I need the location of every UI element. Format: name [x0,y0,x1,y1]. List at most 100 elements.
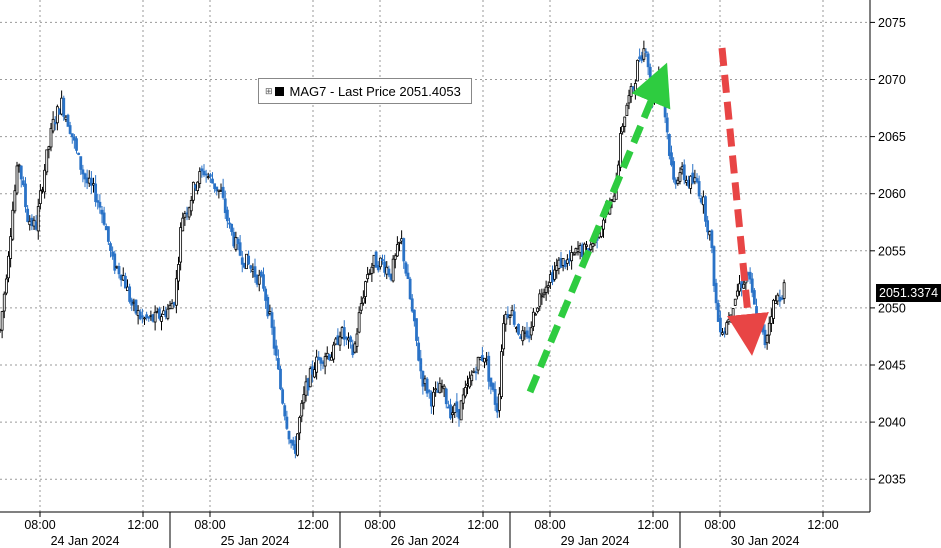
candle-body [374,251,378,268]
candle-body [72,136,76,141]
candle-body [123,275,127,289]
candle-body [2,293,6,312]
candle-body [130,299,134,306]
candle-body [285,416,289,429]
candle-body [106,226,110,242]
candle-body [81,169,85,175]
candle-body [519,336,523,339]
candle-body [47,146,51,150]
legend[interactable]: ⊞ MAG7 - Last Price 2051.4053 [258,78,472,104]
candle-body [580,244,584,258]
candle-body [383,261,387,273]
candle-body [517,323,520,335]
candle-body [755,306,758,325]
candle-body [36,206,40,232]
candle-body [289,439,293,444]
candle-body [740,281,744,288]
candle-body [179,227,183,263]
candle-body [453,404,457,413]
candle-body [687,179,690,187]
candle-body [612,195,616,203]
candle-body [323,356,327,367]
candle-body [691,172,695,184]
x-date-label: 26 Jan 2024 [391,534,460,548]
candle-body [296,433,299,456]
candle-body [85,177,89,184]
candle-body [166,308,170,319]
candle-body [274,345,278,356]
candle-body [631,86,635,90]
candle-body [11,209,15,240]
candle-body [30,217,34,227]
candle-body [540,295,544,298]
candle-body [729,314,733,317]
candle-body [41,189,44,192]
candle-body [778,296,782,302]
candle-body [636,59,639,82]
gridlines [0,0,870,512]
candle-body [225,209,229,222]
candle-body [208,174,212,177]
candle-body [432,391,435,407]
x-tick-label: 08:00 [704,518,735,532]
candle-body [769,316,773,324]
candle-body [228,222,231,225]
candle-body [94,183,98,203]
x-date-label: 24 Jan 2024 [51,534,120,548]
candle-body [330,356,333,361]
candle-body [721,332,724,335]
candle-body [204,173,208,176]
candle-body [300,402,304,417]
candle-body [463,387,467,397]
candle-body [419,358,423,372]
downtrend-arrow [718,47,769,356]
candle-body [245,253,248,270]
candle-body [733,298,737,306]
candle-body [34,221,38,230]
y-tick-label: 2065 [878,130,906,144]
candle-body [578,245,582,253]
candle-body [181,217,185,232]
candle-body [185,212,189,215]
candle-body [315,356,319,373]
candle-body [310,366,314,375]
candle-body [391,258,395,282]
candle-body [230,223,234,232]
candle-body [43,169,47,193]
candle-body [393,255,397,260]
x-date-label: 30 Jan 2024 [731,534,800,548]
candle-body [653,93,656,103]
candle-body [349,336,353,343]
candle-body [701,196,705,206]
candle-body [565,259,569,264]
candle-body [763,329,767,346]
candle-body [591,243,595,247]
candle-body [287,430,291,440]
y-axis: 2035 2040 2045 2050 2055 2060 2065 2070 2075 [869,0,906,512]
candle-body [138,311,142,320]
candle-body [451,412,455,416]
candle-body [96,200,100,203]
candle-body [145,314,149,318]
candle-body [525,330,529,338]
candle-body [200,168,204,172]
candle-body [60,97,64,115]
candle-body [55,106,59,124]
candle-body [102,212,106,225]
candle-body [157,308,161,319]
candle-body [531,311,535,327]
candle-body [342,327,346,340]
candle-body [187,207,191,218]
candle-body [334,338,338,345]
candle-body [738,283,741,292]
candle-body [474,371,478,374]
candle-body [718,317,722,333]
candle-body [247,255,251,265]
candle-body [257,274,261,285]
candle-body [232,232,236,247]
candle-body [153,311,157,323]
candle-body [670,152,673,166]
candle-body [242,262,246,268]
candle-body [174,278,178,306]
expand-icon[interactable]: ⊞ [265,85,273,96]
